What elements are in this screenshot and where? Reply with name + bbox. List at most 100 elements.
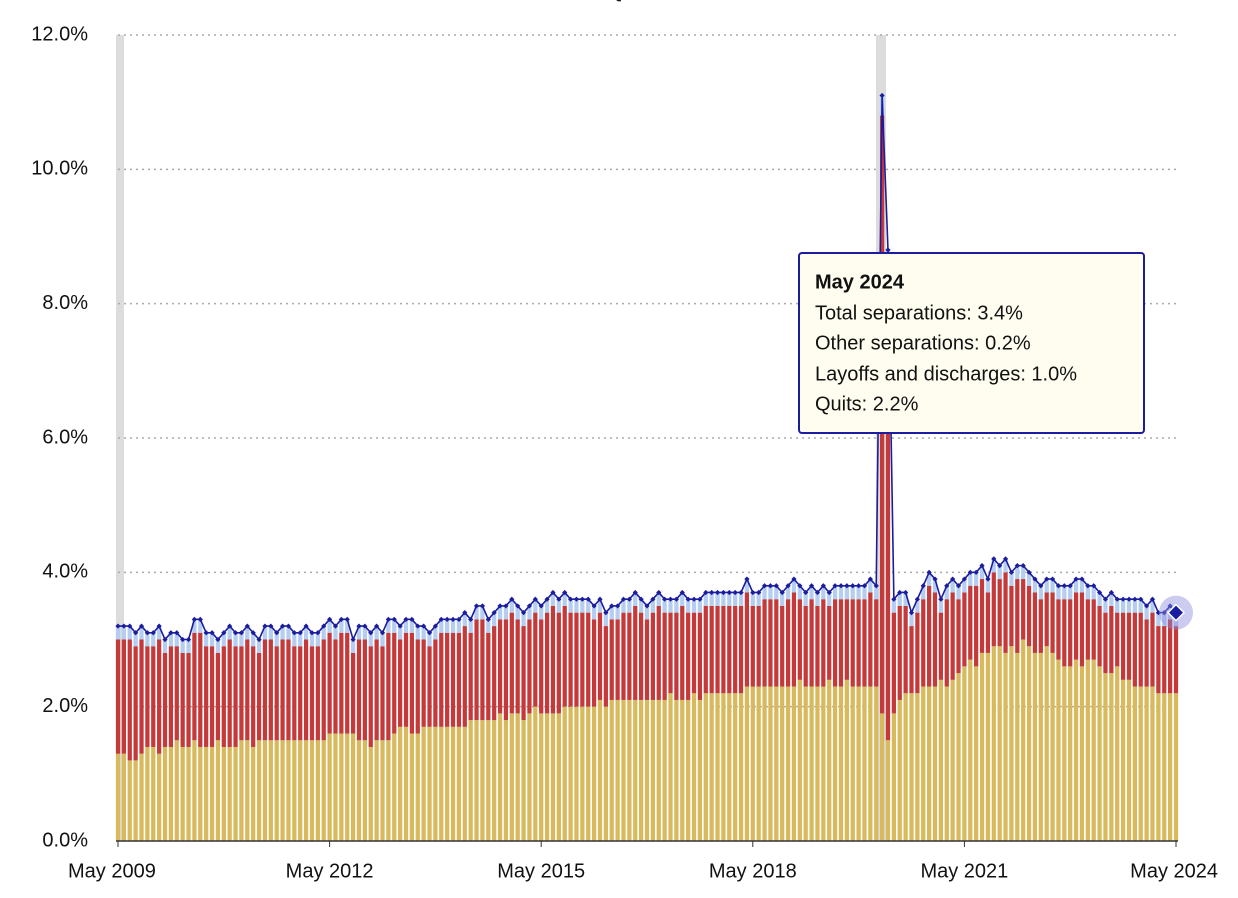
bar-segment <box>315 740 320 841</box>
bar-segment <box>262 639 268 741</box>
bar-segment <box>286 626 291 640</box>
bar-segment <box>1073 659 1079 841</box>
bar-segment <box>897 592 902 606</box>
legend-label: Quits <box>608 0 655 2</box>
bar-segment <box>556 599 561 613</box>
bar-segment <box>374 740 379 841</box>
point-marker <box>1120 596 1126 602</box>
bar-segment <box>409 632 415 734</box>
point-marker <box>391 616 397 622</box>
point-marker <box>421 623 427 629</box>
bar-segment <box>821 599 826 687</box>
bar-segment <box>386 740 391 841</box>
point-marker <box>450 616 456 622</box>
bar-segment <box>838 599 844 687</box>
bar-segment <box>1044 646 1049 841</box>
bar-segment <box>427 726 432 841</box>
point-marker <box>685 596 691 602</box>
bar-segment <box>533 599 538 613</box>
point-marker <box>203 630 209 636</box>
bar-segment <box>1062 585 1067 600</box>
bar-segment <box>1050 592 1055 653</box>
bar-segment <box>280 639 285 741</box>
bar-segment <box>198 746 203 841</box>
point-marker <box>368 630 374 636</box>
bar-segment <box>327 632 332 734</box>
bar-segment <box>909 693 914 841</box>
bar-segment <box>386 632 391 741</box>
bar-segment <box>991 572 996 647</box>
bar-segment <box>515 605 520 620</box>
bar-segment <box>785 599 791 687</box>
point-marker <box>127 623 133 629</box>
bar-segment <box>309 632 315 647</box>
bar-segment <box>915 612 920 694</box>
bar-segment <box>885 270 891 741</box>
bar-segment <box>521 720 526 841</box>
bar-segment <box>309 646 315 741</box>
bar-segment <box>139 639 144 754</box>
bar-segment <box>668 693 673 841</box>
x-tick-label: May 2012 <box>286 860 374 882</box>
bar-segment <box>591 706 597 841</box>
bar-segment <box>780 592 785 606</box>
bar-segment <box>727 605 732 694</box>
point-marker <box>221 630 227 636</box>
bar-segment <box>368 746 373 841</box>
point-marker <box>180 636 186 643</box>
bar-segment <box>515 713 520 841</box>
point-marker <box>1091 583 1097 589</box>
bar-segment <box>1150 686 1155 841</box>
bar-segment <box>797 599 802 680</box>
bar-segment <box>1079 579 1085 593</box>
bar-segment <box>674 699 679 841</box>
point-marker <box>532 596 538 602</box>
bar-segment <box>303 626 309 640</box>
bar-segment <box>662 599 667 613</box>
bar-segment <box>962 592 967 667</box>
tooltip-line: Layoffs and discharges: 1.0% <box>815 363 1077 385</box>
bar-segment <box>574 599 579 613</box>
point-marker <box>856 583 862 589</box>
bar-segment <box>580 706 585 841</box>
bar-segment <box>615 699 620 841</box>
point-marker <box>844 583 850 589</box>
bar-segment <box>515 619 520 714</box>
bar-segment <box>168 646 174 747</box>
bar-segment <box>268 639 273 741</box>
point-marker <box>738 589 744 596</box>
point-marker <box>797 583 803 589</box>
point-marker <box>309 630 315 636</box>
bar-segment <box>780 686 785 841</box>
bar-segment <box>656 605 661 700</box>
bar-segment <box>674 612 679 700</box>
bar-segment <box>497 713 503 841</box>
bar-segment <box>315 632 320 647</box>
bar-segment <box>956 599 961 674</box>
bar-segment <box>462 626 467 727</box>
bar-segment <box>997 579 1002 647</box>
point-marker <box>227 623 233 629</box>
bar-segment <box>879 713 885 841</box>
bar-segment <box>750 686 755 841</box>
bar-segment <box>256 639 262 653</box>
bar-segment <box>639 599 644 613</box>
bar-segment <box>603 626 608 707</box>
bar-segment <box>791 592 797 687</box>
bar-segment <box>927 686 932 841</box>
bar-segment <box>586 706 591 841</box>
bar-segment <box>309 740 315 841</box>
bar-segment <box>691 693 697 841</box>
x-tick-label: May 2009 <box>68 860 156 882</box>
bar-segment <box>450 632 456 727</box>
bar-segment <box>303 740 309 841</box>
bar-segment <box>1144 605 1149 620</box>
bar-segment <box>715 605 720 694</box>
bar-segment <box>386 619 391 633</box>
point-marker <box>238 630 245 636</box>
bar-segment <box>445 619 450 633</box>
bar-segment <box>944 686 949 841</box>
point-marker <box>232 630 239 636</box>
bar-segment <box>633 605 638 700</box>
